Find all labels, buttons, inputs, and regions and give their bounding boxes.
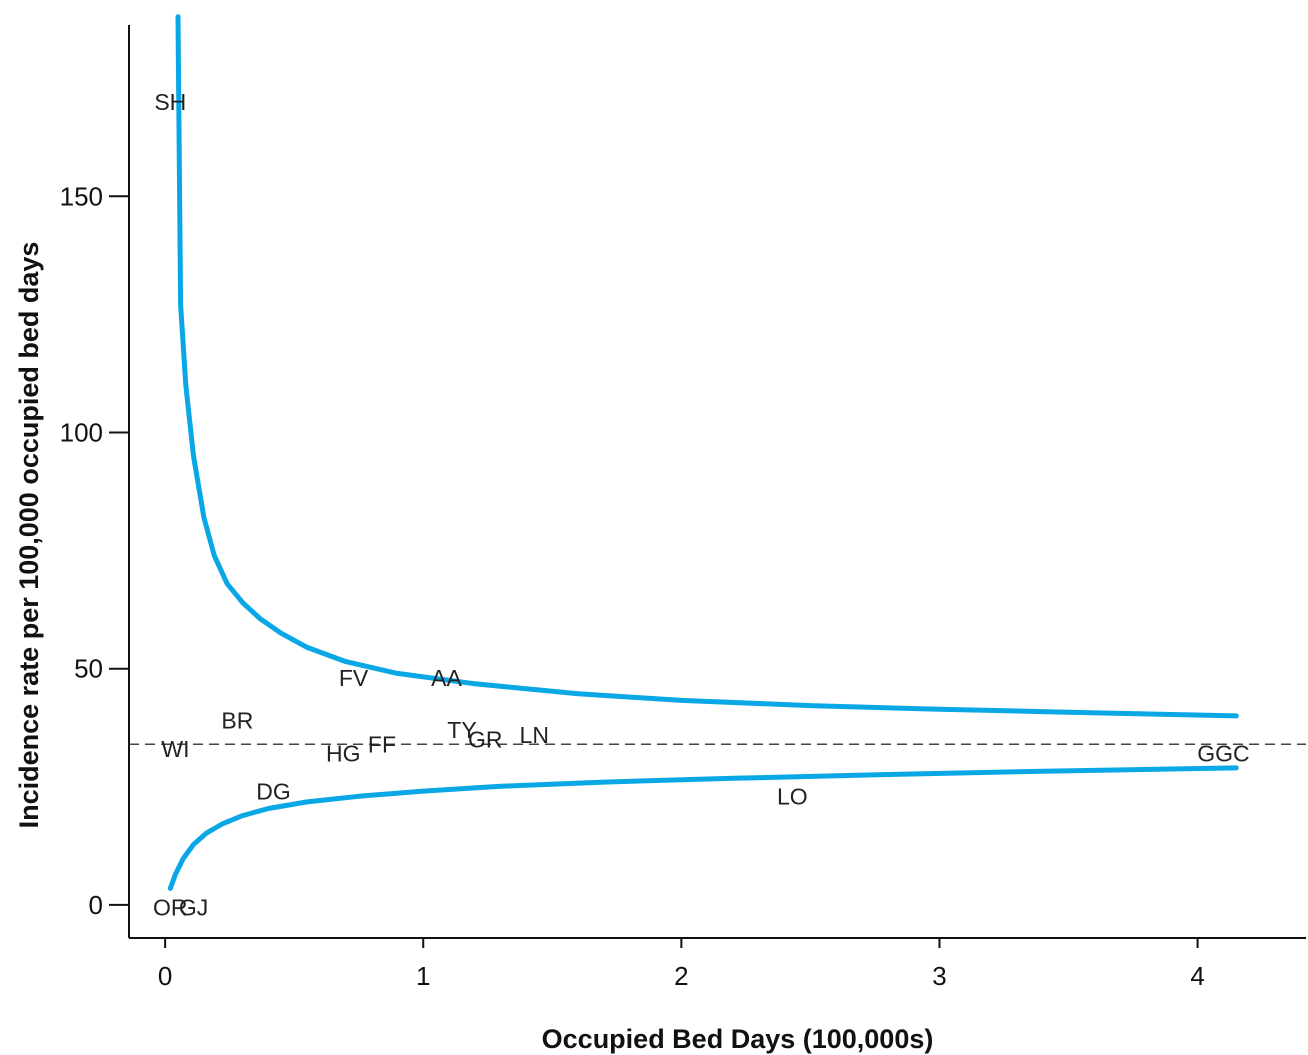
y-tick-label: 0 <box>89 890 103 920</box>
point-label-aa: AA <box>431 665 462 691</box>
x-tick-label: 2 <box>674 961 688 991</box>
y-tick-label: 150 <box>60 181 103 211</box>
axes: 0 1 2 3 4 0 50 100 150 <box>60 25 1306 991</box>
y-axis-ticks: 0 50 100 150 <box>60 181 129 920</box>
point-label-hg: HG <box>326 741 361 767</box>
x-axis-ticks: 0 1 2 3 4 <box>158 938 1205 991</box>
point-label-gj: GJ <box>179 894 208 920</box>
x-tick-label: 3 <box>932 961 946 991</box>
point-label-ln: LN <box>520 722 549 748</box>
x-axis-title: Occupied Bed Days (100,000s) <box>542 1024 934 1054</box>
upper-control-limit <box>175 14 1239 719</box>
point-label-fv: FV <box>339 665 369 691</box>
point-label-br: BR <box>221 708 253 734</box>
point-label-or: OR <box>153 894 188 920</box>
y-tick-label: 50 <box>74 654 103 684</box>
point-label-dg: DG <box>256 779 291 805</box>
y-tick-label: 100 <box>60 417 103 447</box>
point-label-ff: FF <box>368 731 396 757</box>
x-tick-label: 1 <box>416 961 430 991</box>
point-label-ggc: GGC <box>1197 741 1249 767</box>
x-tick-label: 4 <box>1190 961 1204 991</box>
x-tick-label: 0 <box>158 961 172 991</box>
lower-control-limit <box>167 765 1239 891</box>
point-label-gr: GR <box>468 727 503 753</box>
point-label-wi: WI <box>161 736 189 762</box>
point-label-ty: TY <box>447 717 476 743</box>
y-axis-title: Incidence rate per 100,000 occupied bed … <box>14 242 44 829</box>
point-label-sh: SH <box>154 89 186 115</box>
point-label-lo: LO <box>777 783 808 809</box>
